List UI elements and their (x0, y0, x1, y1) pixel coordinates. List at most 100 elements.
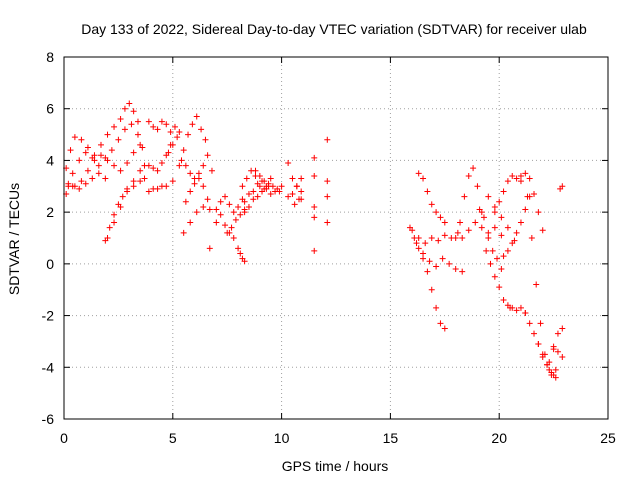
data-point-marker (498, 266, 505, 273)
data-point-marker (537, 320, 544, 327)
data-point-marker (69, 183, 76, 190)
data-point-marker (465, 172, 472, 179)
data-point-marker (237, 250, 244, 257)
data-point-marker (198, 126, 205, 133)
data-point-marker (134, 131, 141, 138)
data-point-marker (104, 131, 111, 138)
data-point-marker (145, 118, 152, 125)
data-point-marker (206, 206, 213, 213)
series-arc-d3 (224, 206, 248, 236)
data-point-marker (111, 211, 118, 218)
data-point-marker (491, 209, 498, 216)
series-arc-d4 (235, 245, 248, 265)
data-point-marker (459, 235, 466, 241)
data-point-marker (150, 165, 157, 172)
data-point-marker (104, 157, 111, 164)
data-point-marker (200, 203, 207, 210)
data-point-marker (224, 229, 231, 236)
data-point-marker (265, 183, 272, 190)
data-point-marker (498, 214, 505, 221)
data-point-marker (420, 255, 427, 262)
series-arc-h1 (452, 165, 485, 241)
data-point-marker (169, 178, 176, 185)
data-point-marker (491, 203, 498, 210)
data-point-marker (154, 126, 161, 133)
data-point-marker (461, 193, 468, 200)
data-point-marker (213, 219, 220, 226)
data-point-marker (111, 123, 118, 130)
data-point-marker (415, 235, 422, 241)
series-arc-f1 (285, 160, 305, 190)
data-point-marker (517, 304, 524, 311)
data-point-marker (69, 170, 76, 177)
data-point-marker (554, 348, 561, 355)
data-point-marker (84, 167, 91, 174)
data-point-marker (433, 263, 440, 270)
data-point-marker (428, 201, 435, 208)
data-point-marker (559, 325, 566, 332)
x-tick-label: 10 (274, 430, 290, 446)
data-point-marker (95, 170, 102, 177)
data-point-marker (485, 235, 492, 241)
data-point-marker (422, 240, 429, 247)
data-point-marker (522, 170, 529, 177)
y-tick-label: -4 (42, 359, 55, 375)
data-point-marker (180, 229, 187, 236)
data-point-marker (550, 343, 557, 350)
data-point-marker (174, 134, 181, 141)
data-point-marker (119, 193, 126, 200)
data-point-marker (509, 304, 516, 311)
series-arc-h2 (459, 219, 505, 241)
data-point-marker (176, 162, 183, 169)
series-arc-a2 (65, 121, 146, 190)
data-point-marker (97, 141, 104, 148)
data-point-marker (480, 214, 487, 221)
data-point-marker (208, 167, 215, 174)
data-point-marker (285, 193, 292, 200)
data-point-marker (293, 183, 300, 190)
data-point-marker (504, 247, 511, 254)
data-point-marker (187, 170, 194, 177)
data-point-marker (509, 172, 516, 179)
data-point-marker (182, 198, 189, 205)
data-point-marker (535, 341, 542, 348)
data-point-marker (504, 224, 511, 231)
x-tick-label: 20 (491, 430, 507, 446)
data-point-marker (243, 175, 250, 182)
data-point-marker (531, 191, 538, 198)
y-tick-label: -6 (42, 411, 55, 427)
data-point-marker (78, 136, 85, 143)
data-point-marker (187, 219, 194, 226)
data-point-marker (252, 167, 259, 174)
data-point-marker (489, 247, 496, 254)
x-tick-label: 0 (60, 430, 68, 446)
series-arc-g2 (406, 224, 448, 332)
data-point-marker (437, 320, 444, 327)
data-point-marker (71, 134, 78, 141)
series-arc-e4 (252, 167, 272, 190)
data-point-marker (485, 229, 492, 236)
data-point-marker (552, 374, 559, 381)
data-point-marker (311, 154, 318, 161)
series-arc-a4 (63, 170, 109, 198)
data-point-marker (441, 219, 448, 226)
data-point-marker (189, 121, 196, 128)
data-point-marker (500, 188, 507, 195)
data-point-marker (415, 245, 422, 252)
data-point-marker (420, 250, 427, 257)
data-point-marker (504, 302, 511, 309)
data-point-marker (548, 372, 555, 379)
series-arc-c4 (180, 203, 213, 236)
data-point-marker (415, 170, 422, 177)
series-isolated (311, 136, 331, 254)
data-point-marker (169, 141, 176, 148)
y-tick-label: 4 (46, 152, 54, 168)
data-point-marker (517, 178, 524, 185)
data-point-marker (97, 152, 104, 159)
data-point-marker (552, 366, 559, 373)
data-point-marker (428, 286, 435, 293)
data-point-marker (491, 224, 498, 231)
data-point-marker (241, 258, 248, 265)
data-point-marker (137, 167, 144, 174)
